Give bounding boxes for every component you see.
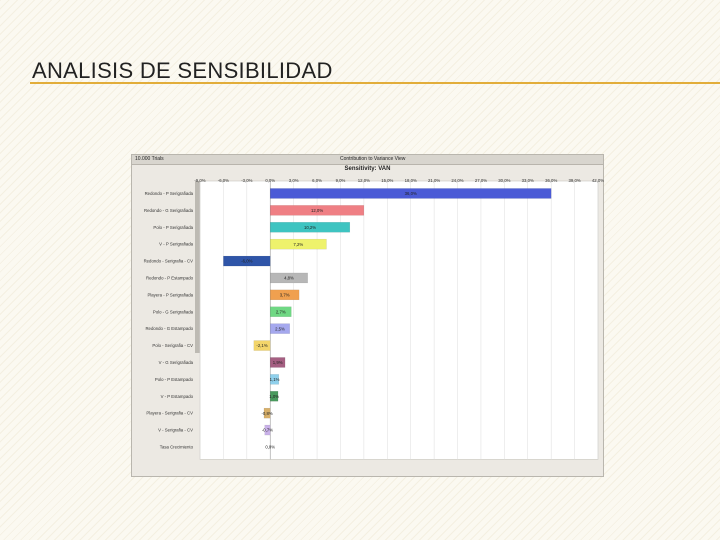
category-label: Polo - Serigrafia - CV: [152, 343, 193, 348]
bar: [270, 289, 300, 301]
bar: [270, 357, 286, 368]
bar-value-label: -6,0%: [241, 259, 252, 264]
x-tick-label: 36,0%: [545, 178, 557, 183]
bar-value-label: -2,1%: [256, 343, 267, 348]
trials-label: 10.000 Trials: [135, 156, 164, 162]
bar-value-label: -0,7%: [262, 428, 273, 433]
bar-value-label: 4,8%: [284, 276, 294, 281]
sensitivity-chart-window: 10.000 Trials Contribution to Variance V…: [131, 154, 604, 477]
bar: [270, 205, 365, 216]
category-label: Redondo - Serigrafia - CV: [144, 259, 194, 264]
category-label: Tasa Crecimiento: [160, 444, 194, 449]
x-tick-label: 3,0%: [289, 178, 299, 183]
x-tick-label: 24,0%: [451, 178, 463, 183]
window-title-bar: 10.000 Trials Contribution to Variance V…: [132, 155, 603, 165]
category-label: Redondo - G Estampado: [145, 326, 193, 331]
bar-value-label: 0,0%: [265, 445, 275, 450]
x-tick-label: 18,0%: [405, 178, 417, 183]
x-tick-label: 9,0%: [336, 178, 346, 183]
left-scroll-strip: [195, 181, 200, 353]
bar-value-label: 2,7%: [276, 309, 286, 314]
bar: [253, 340, 271, 351]
x-tick-label: -6,0%: [218, 178, 229, 183]
bar: [270, 188, 552, 199]
x-tick-label: 33,0%: [522, 178, 534, 183]
category-label: Polo - P Serigrafiada: [153, 225, 193, 230]
category-label: V - G Serigrafiada: [159, 360, 194, 365]
bar-value-label: 1,9%: [273, 360, 283, 365]
chart-title: Sensitivity: VAN: [344, 166, 391, 172]
category-label: Redondo - G Serigrafiada: [144, 208, 194, 213]
bar-value-label: 10,2%: [304, 225, 316, 230]
bar-value-label: -0,8%: [261, 411, 272, 416]
sensitivity-bar-chart: -9,0% -6,0% -3,0% 0,0% 3,0% 6,0% 9,0% 12,0% 15,0…: [144, 178, 604, 460]
bar: [270, 238, 327, 250]
bar: [270, 391, 279, 402]
x-tick-label: 30,0%: [498, 178, 510, 183]
bar-value-label: 1,0%: [269, 394, 279, 399]
bar-value-label: 1,1%: [270, 377, 280, 382]
x-tick-label: 15,0%: [381, 178, 393, 183]
bar-value-label: 3,7%: [280, 292, 290, 297]
category-label: Polo - P Estampado: [155, 377, 194, 382]
x-tick-label: 0,0%: [265, 178, 275, 183]
bar-value-label: 7,2%: [293, 242, 303, 247]
category-label: V - P Estampado: [161, 394, 194, 399]
plot-area: [199, 180, 599, 460]
category-label: V - Serigrafia - CV: [158, 428, 193, 433]
x-tick-label: -3,0%: [241, 178, 252, 183]
x-tick-label: 42,0%: [592, 178, 604, 183]
bar: [270, 272, 308, 284]
bar-value-label: 36,0%: [405, 191, 417, 196]
bar: [270, 323, 290, 334]
bar: [270, 374, 280, 385]
bar: [270, 306, 292, 317]
category-label: Redondo - P Serigrafiada: [145, 191, 194, 196]
x-tick-label: 27,0%: [475, 178, 487, 183]
title-underline: [30, 82, 720, 84]
x-tick-label: 12,0%: [358, 178, 370, 183]
category-label: Redondo - P Estampado: [146, 275, 194, 280]
bar: [270, 222, 351, 233]
view-label: Contribution to Variance View: [340, 156, 406, 162]
bar-value-label: 12,0%: [311, 208, 323, 213]
x-tick-label: 39,0%: [568, 178, 580, 183]
x-tick-label: 21,0%: [428, 178, 440, 183]
category-label: Playera - Serigrafia - CV: [146, 411, 193, 416]
category-label: V - P Serigrafiada: [159, 242, 193, 247]
slide-title: ANALISIS DE SENSIBILIDAD: [32, 58, 333, 83]
x-tick-label: -9,0%: [194, 178, 205, 183]
category-label: Polo - G Serigrafiada: [153, 309, 194, 314]
bar: [263, 407, 271, 419]
x-tick-label: 6,0%: [312, 178, 322, 183]
bar: [223, 255, 271, 267]
bar: [264, 424, 271, 436]
category-label: Playera - P Serigrafiada: [147, 292, 193, 297]
bar-value-label: 2,5%: [275, 326, 285, 331]
